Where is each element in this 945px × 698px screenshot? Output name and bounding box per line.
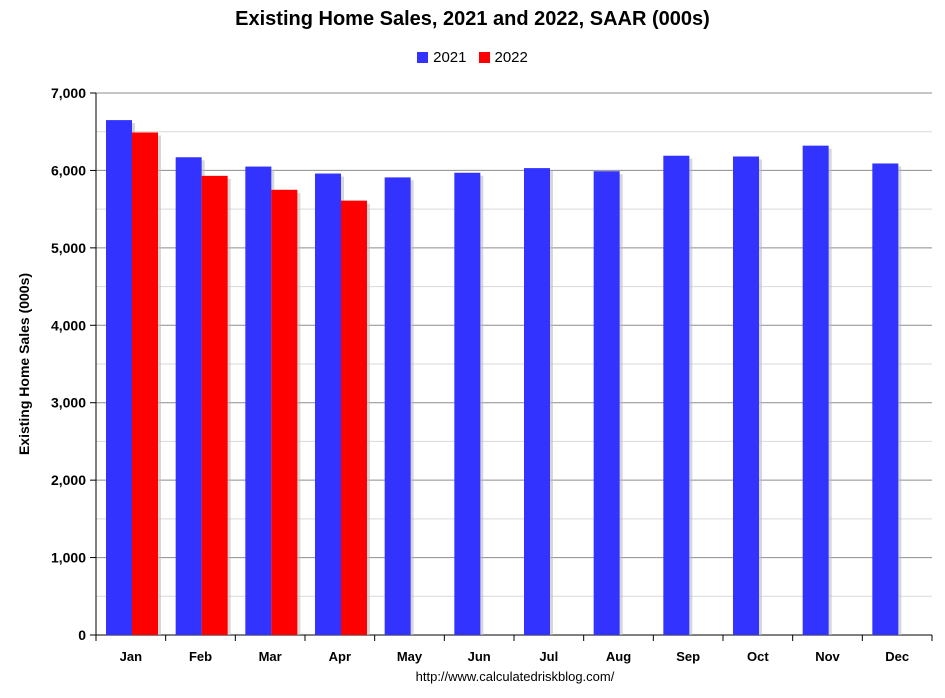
bar-2022-mar — [271, 189, 298, 636]
source-url: http://www.calculatedriskblog.com/ — [415, 669, 615, 684]
x-tick-label: Aug — [606, 649, 631, 664]
bar-2021-mar — [245, 166, 272, 636]
bar-2021-aug — [593, 171, 620, 635]
x-tick-label: Apr — [329, 649, 351, 664]
x-tick-label: Jun — [468, 649, 491, 664]
legend-swatch-2021 — [417, 52, 429, 63]
y-tick-label: 1,000 — [51, 550, 86, 566]
x-tick-label: Oct — [747, 649, 769, 664]
bar-2021-jul — [524, 168, 550, 635]
x-tick-label: Jan — [120, 649, 142, 664]
x-tick-label: Feb — [189, 649, 212, 664]
legend-item-2022: 2022 — [478, 49, 528, 66]
legend-swatch-2022 — [478, 52, 490, 63]
legend-label-2022: 2022 — [494, 49, 528, 66]
bar-2021-feb — [175, 157, 202, 635]
x-tick-label: Sep — [676, 649, 700, 664]
y-tick-label: 0 — [78, 627, 86, 643]
y-tick-label: 2,000 — [51, 472, 86, 488]
bar-2021-oct — [733, 156, 759, 635]
x-tick-label: Jul — [539, 649, 558, 664]
bar-2022-jan — [132, 132, 158, 635]
bar-2022-feb — [201, 175, 228, 635]
bar-2021-sep — [663, 155, 690, 635]
bar-2021-may — [384, 177, 411, 635]
y-tick-label: 7,000 — [51, 85, 86, 101]
bar-2021-jun — [454, 172, 481, 635]
bar-2021-apr — [315, 173, 341, 636]
bar-2021-dec — [872, 163, 899, 635]
x-tick-label: Mar — [259, 649, 282, 664]
legend-item-2021: 2021 — [417, 49, 467, 66]
chart-title: Existing Home Sales, 2021 and 2022, SAAR… — [235, 8, 710, 30]
x-tick-label: Nov — [815, 649, 840, 664]
x-tick-label: Dec — [885, 649, 909, 664]
legend-label-2021: 2021 — [433, 49, 467, 66]
x-tick-label: May — [397, 649, 423, 664]
bar-2022-apr — [341, 200, 367, 635]
y-tick-label: 5,000 — [51, 240, 86, 256]
bar-2021-nov — [802, 145, 829, 635]
legend: 2021 2022 — [0, 49, 945, 66]
y-tick-label: 4,000 — [51, 317, 86, 333]
y-tick-label: 3,000 — [51, 395, 86, 411]
bar-2021-jan — [106, 120, 132, 636]
y-tick-label: 6,000 — [51, 162, 86, 178]
